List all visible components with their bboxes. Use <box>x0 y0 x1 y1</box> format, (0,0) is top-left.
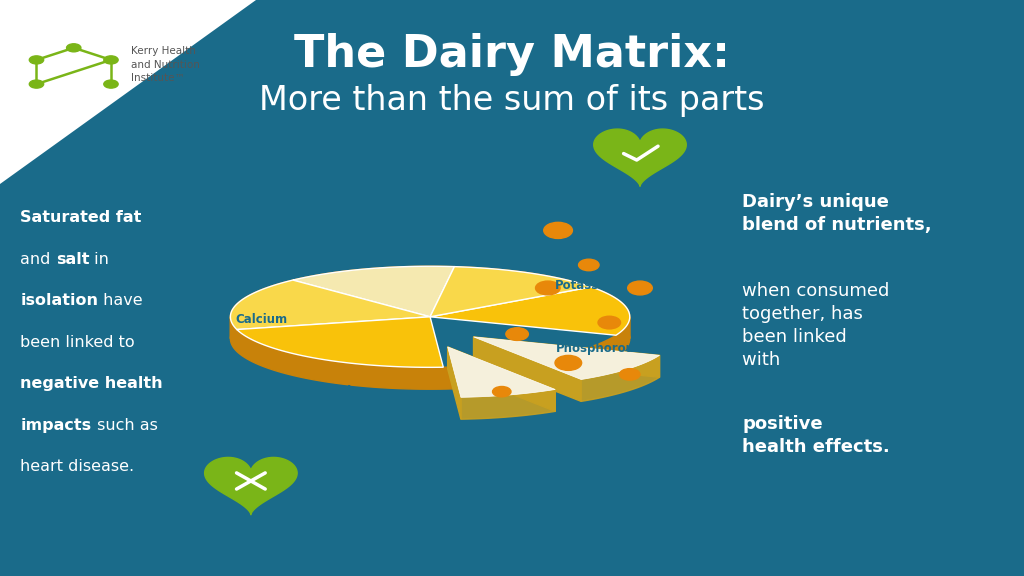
Text: The Dairy Matrix:: The Dairy Matrix: <box>294 33 730 76</box>
Polygon shape <box>230 266 630 339</box>
Text: Kerry Health
and Nutrition
Institute™: Kerry Health and Nutrition Institute™ <box>131 46 200 83</box>
Circle shape <box>620 369 640 380</box>
Text: in: in <box>89 252 110 267</box>
Text: impacts: impacts <box>20 418 91 433</box>
Circle shape <box>67 44 81 52</box>
Polygon shape <box>474 337 659 380</box>
Text: heart disease.: heart disease. <box>20 459 134 474</box>
Polygon shape <box>237 317 443 367</box>
Polygon shape <box>430 267 591 317</box>
Text: when consumed
together, has
been linked
with: when consumed together, has been linked … <box>742 282 890 369</box>
Text: Calcium: Calcium <box>236 313 287 326</box>
Polygon shape <box>461 389 555 419</box>
Text: Saturated fat: Saturated fat <box>20 210 142 225</box>
Polygon shape <box>0 0 256 184</box>
Text: isolation: isolation <box>20 293 98 308</box>
Polygon shape <box>430 287 630 335</box>
Circle shape <box>30 80 44 88</box>
Text: Saturated
Fat: Saturated Fat <box>286 385 352 413</box>
Text: and: and <box>20 252 56 267</box>
Polygon shape <box>230 280 430 329</box>
Polygon shape <box>447 347 461 419</box>
Circle shape <box>103 56 118 64</box>
Text: Potassium: Potassium <box>554 279 624 291</box>
Text: Phosphorous: Phosphorous <box>556 342 642 355</box>
Polygon shape <box>582 355 659 401</box>
Text: such as: such as <box>91 418 158 433</box>
Circle shape <box>544 222 572 238</box>
Text: Salt: Salt <box>390 403 416 416</box>
Polygon shape <box>594 129 686 186</box>
Circle shape <box>536 281 560 295</box>
Polygon shape <box>474 337 659 377</box>
Polygon shape <box>205 457 297 514</box>
Polygon shape <box>474 337 582 401</box>
Circle shape <box>103 80 118 88</box>
Polygon shape <box>447 347 555 411</box>
Circle shape <box>579 259 599 271</box>
Circle shape <box>628 281 652 295</box>
Text: More than the sum of its parts: More than the sum of its parts <box>259 84 765 118</box>
Circle shape <box>598 316 621 329</box>
Polygon shape <box>293 266 455 317</box>
Circle shape <box>506 328 528 340</box>
Text: Protein: Protein <box>462 238 511 251</box>
Circle shape <box>555 355 582 370</box>
Text: negative health: negative health <box>20 376 163 391</box>
Text: salt: salt <box>56 252 89 267</box>
Text: Vitamin B12: Vitamin B12 <box>293 247 373 260</box>
Circle shape <box>30 56 44 64</box>
Polygon shape <box>230 317 630 389</box>
Text: have: have <box>98 293 143 308</box>
Text: been linked to: been linked to <box>20 335 135 350</box>
Polygon shape <box>447 347 555 397</box>
Text: positive
health effects.: positive health effects. <box>742 415 890 456</box>
Circle shape <box>493 386 511 397</box>
Text: Dairy’s unique
blend of nutrients,: Dairy’s unique blend of nutrients, <box>742 193 932 234</box>
